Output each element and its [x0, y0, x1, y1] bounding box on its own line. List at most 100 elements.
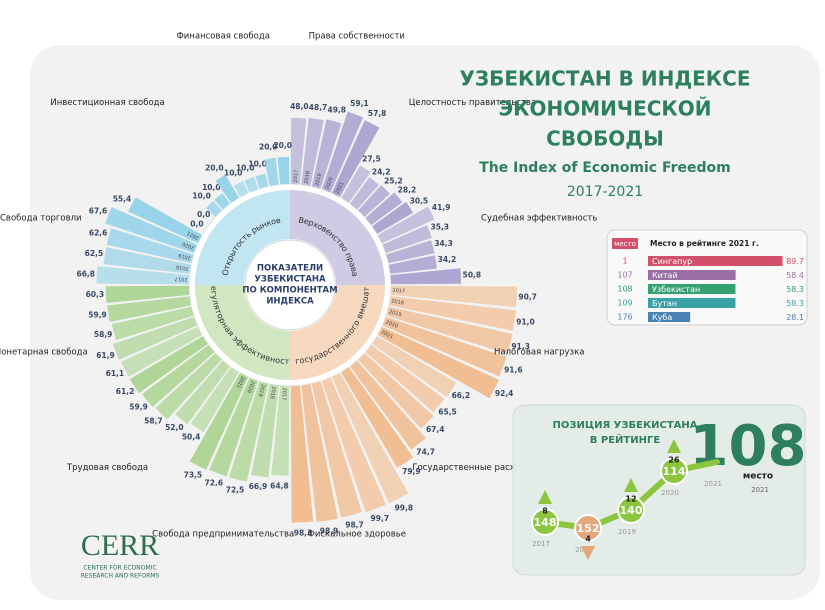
- component-label: Финансовая свобода: [176, 31, 269, 41]
- position-year: 2020: [661, 489, 679, 497]
- group-ring: [195, 285, 290, 380]
- change-value: 12: [625, 495, 636, 504]
- value-label: 72,5: [226, 485, 245, 494]
- value-label: 92,4: [495, 389, 514, 398]
- bar: [321, 111, 364, 193]
- value-label: 58,9: [94, 330, 113, 339]
- logo-tagline: RESEARCH AND REFORMS: [81, 573, 160, 580]
- value-label: 60,3: [86, 290, 105, 299]
- bar: [255, 173, 269, 189]
- bar: [388, 255, 437, 274]
- rank-point: [660, 457, 688, 485]
- value-label: 98,3: [294, 528, 313, 537]
- score-bar: [648, 270, 736, 280]
- bar: [365, 344, 445, 413]
- bar: [105, 285, 190, 303]
- current-year: 2021: [751, 486, 769, 494]
- rank-value: 152: [577, 522, 600, 535]
- title: ЭКОНОМИЧЕСКОЙ: [499, 97, 712, 121]
- bar: [155, 353, 222, 420]
- value-label: 34,3: [434, 239, 453, 248]
- value-label: 0,0: [190, 220, 203, 229]
- position-year: 2017: [532, 540, 550, 548]
- rank-value: 114: [663, 465, 686, 478]
- bar: [382, 225, 432, 254]
- value-label: 57,8: [368, 109, 387, 118]
- bar: [277, 157, 290, 185]
- value-label: 50,8: [463, 270, 482, 279]
- bar: [264, 157, 279, 187]
- value-label: 58,7: [144, 417, 163, 426]
- year-label: 2021: [235, 375, 246, 389]
- year-label: 2017: [392, 288, 405, 295]
- bar: [349, 177, 379, 210]
- rank-point: [531, 508, 559, 536]
- position-year: 2021: [704, 480, 722, 488]
- rank: 109: [617, 299, 632, 308]
- rank: 107: [617, 271, 632, 280]
- bar: [311, 381, 363, 518]
- year-label: 2020: [181, 240, 195, 250]
- current-rank: 108: [690, 414, 807, 479]
- value-label: 65,5: [438, 408, 457, 417]
- score: 58.3: [786, 299, 804, 308]
- value-label: 34,2: [438, 255, 457, 264]
- bar: [142, 344, 215, 408]
- bar: [175, 360, 231, 425]
- change-arrow: [538, 490, 552, 504]
- year-label: 2020: [245, 380, 255, 394]
- value-label: 20,0: [273, 141, 292, 150]
- value-label: 61,9: [96, 351, 115, 360]
- bar: [390, 285, 517, 308]
- component-label: Трудовая свобода: [66, 463, 148, 473]
- bar: [341, 165, 371, 203]
- position-title: ПОЗИЦИЯ УЗБЕКИСТАНА: [553, 420, 698, 431]
- bar: [103, 247, 192, 274]
- bar: [331, 372, 409, 504]
- year-label: 2018: [268, 386, 276, 400]
- group-ring: [290, 190, 385, 285]
- rank-header: место: [614, 240, 636, 248]
- change-value: 8: [542, 507, 548, 516]
- value-label: 98,9: [320, 526, 339, 535]
- bar: [290, 385, 314, 523]
- year-label: 2021: [334, 181, 345, 195]
- rank-value: 148: [534, 516, 557, 529]
- bar: [233, 181, 249, 198]
- score-bar: [648, 312, 691, 322]
- bar: [229, 381, 269, 482]
- bar: [365, 192, 403, 226]
- rank-header-bg: [612, 238, 638, 249]
- change-value: 26: [668, 456, 680, 465]
- logo-tagline: CENTER FOR ECONOMIC: [83, 565, 156, 572]
- score-bar: [648, 284, 736, 294]
- year-label: 2017: [175, 275, 188, 282]
- center-label: УЗБЕКИСТАНА: [254, 275, 326, 285]
- value-label: 66,2: [452, 391, 471, 400]
- period: 2017-2021: [567, 184, 643, 200]
- rank-value: 140: [620, 504, 643, 517]
- bar: [341, 367, 414, 468]
- year-label: 2021: [186, 230, 200, 241]
- value-label: 49,8: [328, 105, 347, 114]
- country: Сингапур: [652, 257, 692, 266]
- component-label: Свобода торговли: [0, 214, 82, 224]
- value-label: 59,1: [350, 99, 369, 108]
- value-label: 62,5: [85, 249, 104, 258]
- bar: [129, 336, 208, 394]
- value-label: 35,3: [431, 223, 450, 232]
- value-label: 10,0: [192, 192, 211, 201]
- year-label: 2019: [257, 383, 266, 397]
- title: УЗБЕКИСТАН В ИНДЕКСЕ: [460, 67, 751, 91]
- position-year: 2019: [618, 528, 636, 536]
- change-arrow: [667, 439, 681, 453]
- change-arrow: [581, 546, 595, 560]
- bar: [202, 225, 208, 234]
- value-label: 20,0: [205, 163, 224, 172]
- bar: [244, 176, 259, 193]
- center-circle: [244, 239, 336, 331]
- value-label: 59,9: [88, 310, 107, 319]
- value-label: 61,2: [116, 387, 135, 396]
- value-label: 48,0: [290, 102, 309, 111]
